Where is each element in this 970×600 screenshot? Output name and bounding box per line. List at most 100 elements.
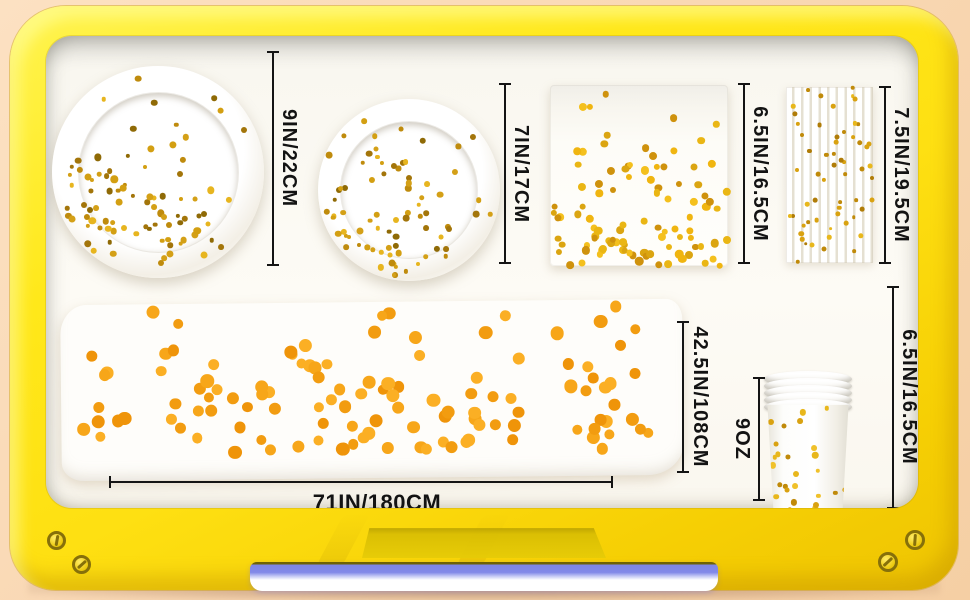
polka-dot: [176, 171, 183, 178]
polka-dot: [323, 208, 331, 215]
polka-dot: [852, 96, 858, 102]
polka-dot: [362, 375, 376, 389]
polka-dot: [609, 300, 622, 313]
polka-dot: [166, 250, 174, 258]
polka-dot: [146, 305, 160, 319]
polka-dot: [65, 212, 72, 219]
polka-dot: [291, 440, 305, 454]
polka-dot: [152, 222, 158, 227]
polka-dot: [90, 247, 98, 254]
polka-dot: [772, 455, 777, 460]
polka-dot: [343, 244, 349, 251]
polka-dot: [857, 233, 864, 239]
polka-dot: [512, 352, 525, 365]
polka-dot: [386, 244, 393, 252]
polka-dot: [217, 107, 224, 115]
polka-dot: [357, 243, 362, 248]
polka-dot: [392, 242, 399, 249]
polka-dot: [869, 197, 875, 203]
polka-dot: [781, 423, 787, 429]
polka-dot: [434, 245, 441, 253]
polka-dot: [93, 204, 100, 211]
polka-dot: [423, 210, 429, 216]
polka-dot: [150, 99, 158, 107]
polka-dot: [395, 249, 402, 257]
polka-dot: [402, 159, 409, 165]
polka-dot: [167, 242, 174, 249]
polka-dot: [595, 189, 603, 198]
polka-dot: [361, 118, 367, 124]
polka-dot: [621, 247, 628, 254]
polka-dot: [115, 198, 123, 206]
polka-dot: [441, 405, 455, 419]
polka-dot: [442, 246, 449, 253]
polka-dot: [347, 438, 359, 450]
polka-dot: [178, 241, 184, 247]
polka-dot: [707, 159, 717, 169]
polka-dot: [722, 187, 732, 197]
polka-dot: [582, 361, 594, 373]
polka-dot: [169, 140, 177, 149]
polka-dot: [465, 387, 478, 400]
polka-dot: [594, 180, 604, 189]
polka-dot: [710, 238, 720, 248]
frame-bottom-vent: [362, 528, 606, 558]
polka-dot: [815, 468, 821, 473]
polka-dot: [84, 173, 92, 181]
polka-dot: [94, 431, 106, 442]
polka-dot: [174, 422, 186, 434]
measure-line-cup-height: [887, 286, 899, 508]
polka-dot: [445, 440, 458, 453]
polka-dot: [640, 166, 649, 175]
polka-dot: [179, 196, 184, 201]
polka-dot: [133, 231, 140, 237]
polka-dot: [859, 206, 865, 212]
polka-dot: [375, 155, 380, 160]
polka-dot: [654, 224, 662, 231]
plate-large: [52, 66, 264, 278]
polka-dot: [182, 134, 190, 141]
polka-dot: [615, 339, 627, 351]
polka-dot: [833, 490, 838, 495]
straws-bundle: [786, 85, 875, 264]
polka-dot: [326, 394, 337, 405]
measure-line-straws: [879, 86, 891, 264]
polka-dot: [181, 215, 188, 223]
polka-dot: [842, 487, 849, 493]
polka-dot: [125, 154, 130, 159]
plate-large-size-label: 9IN/22CM: [278, 108, 300, 208]
polka-dot: [593, 226, 603, 235]
polka-dot: [86, 350, 98, 362]
polka-dot: [423, 254, 429, 260]
polka-dot: [414, 349, 426, 362]
polka-dot: [852, 249, 856, 253]
polka-dot: [392, 233, 400, 241]
polka-dot: [824, 406, 830, 411]
polka-dot: [653, 163, 661, 170]
polka-dot: [130, 125, 137, 132]
polka-dot: [436, 191, 444, 199]
polka-dot: [769, 462, 777, 469]
polka-dot: [159, 192, 167, 200]
polka-dot: [505, 392, 518, 405]
polka-dot: [330, 215, 336, 221]
polka-dot: [392, 272, 397, 277]
polka-dot: [317, 417, 330, 429]
polka-dot: [573, 147, 582, 156]
polka-dot: [796, 418, 803, 424]
polka-dot: [340, 209, 347, 216]
polka-dot: [69, 182, 74, 188]
polka-dot: [697, 243, 704, 250]
polka-dot: [657, 232, 666, 241]
polka-dot: [670, 147, 678, 155]
polka-dot: [512, 406, 525, 419]
polka-dot: [629, 367, 641, 379]
polka-dot: [388, 259, 396, 267]
polka-dot: [824, 152, 829, 157]
polka-dot: [499, 310, 511, 322]
polka-dot: [608, 399, 621, 411]
polka-dot: [191, 231, 199, 239]
polka-dot: [688, 234, 695, 241]
polka-dot: [173, 318, 184, 330]
polka-dot: [678, 254, 687, 263]
